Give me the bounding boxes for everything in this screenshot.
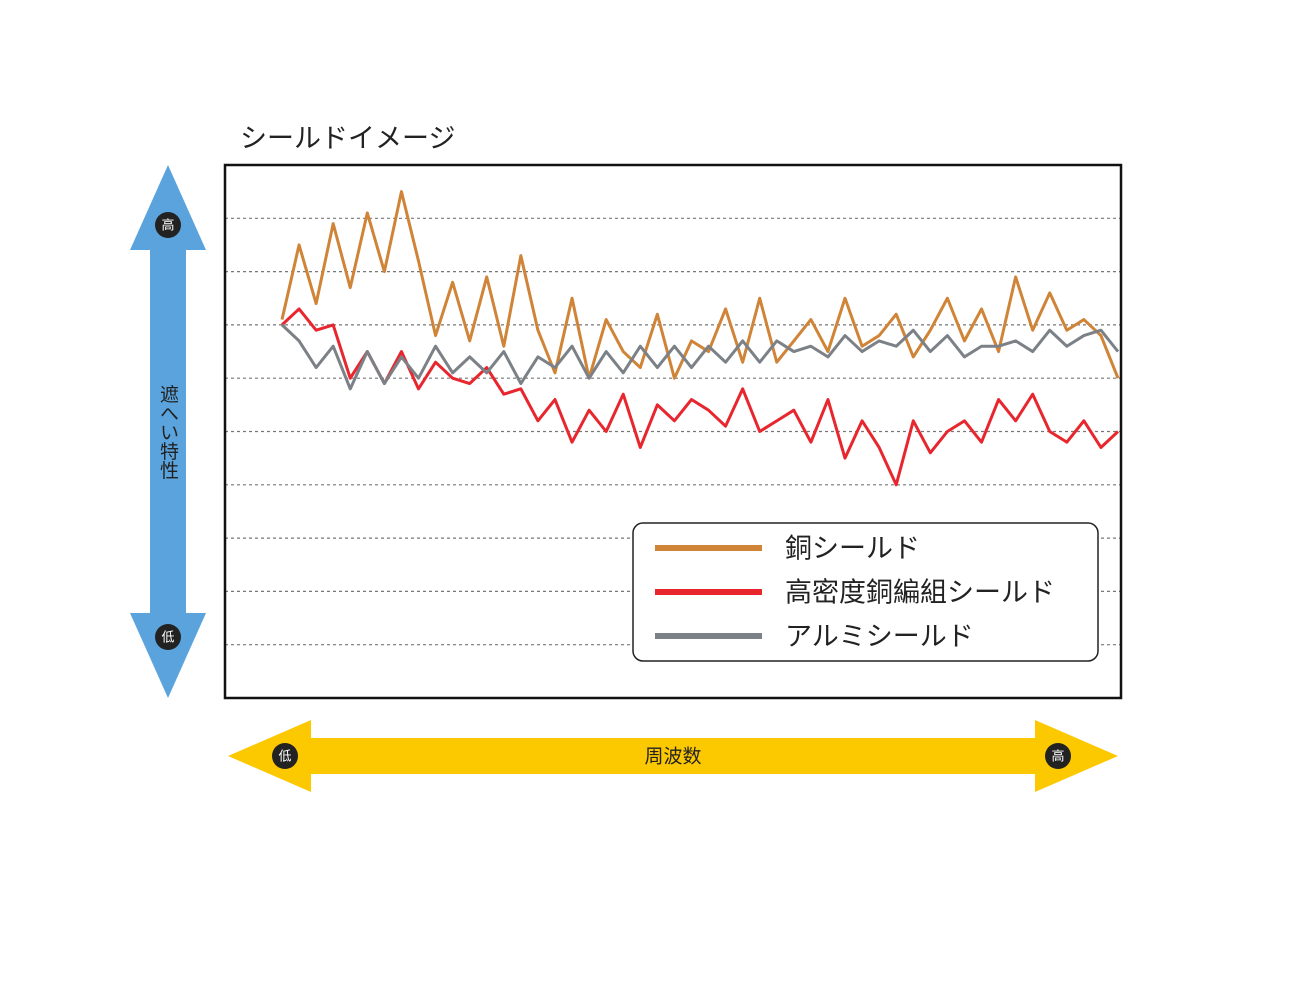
legend-label: アルミシールド — [785, 622, 974, 653]
x-high-label: 高 — [1051, 749, 1064, 765]
y-low-badge — [155, 624, 181, 650]
x-axis-label: 周波数 — [644, 746, 701, 768]
x-arrow — [228, 720, 1118, 792]
series-line — [280, 323, 1120, 391]
legend-label: 銅シールド — [785, 534, 920, 565]
y-axis-label: 遮へい特性 — [157, 384, 179, 479]
series-line — [280, 190, 1120, 380]
y-low-label: 低 — [161, 631, 174, 646]
legend-box — [632, 522, 1099, 662]
legend-label: 高密度銅編組シールド — [785, 578, 1055, 609]
y-arrow — [130, 165, 206, 698]
x-high-badge — [1045, 743, 1071, 769]
chart-title: シールドイメージ — [240, 124, 455, 155]
x-low-badge — [272, 743, 298, 769]
plot-frame — [223, 163, 1123, 700]
x-low-label: 低 — [278, 750, 291, 765]
y-high-label: 高 — [161, 218, 174, 234]
series-line — [280, 307, 1120, 487]
y-high-badge — [155, 212, 181, 238]
